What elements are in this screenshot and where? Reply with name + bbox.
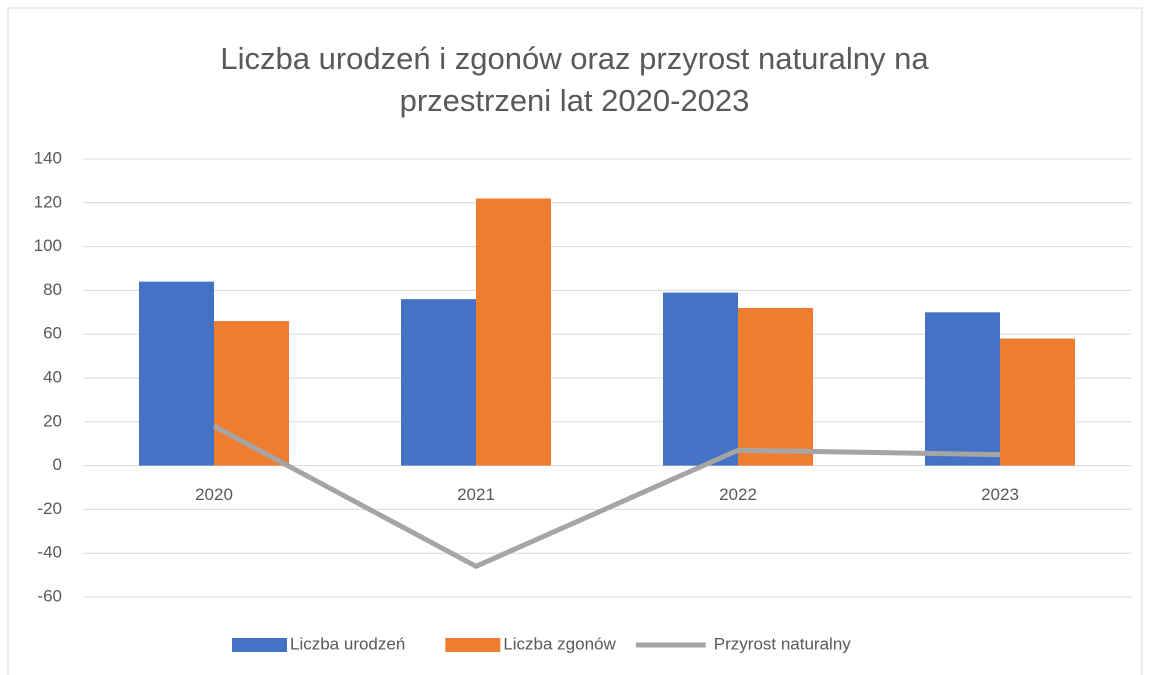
bar	[1000, 338, 1075, 466]
x-tick-label: 2020	[195, 485, 233, 504]
y-tick-label: 40	[43, 367, 62, 386]
legend-swatch	[232, 638, 287, 652]
x-tick-label: 2021	[457, 485, 495, 504]
bar	[401, 299, 476, 466]
legend-label: Przyrost naturalny	[714, 634, 851, 653]
y-tick-label: 120	[34, 192, 62, 211]
bar	[738, 307, 813, 466]
legend-swatch	[445, 638, 501, 652]
y-tick-label: 60	[43, 324, 62, 343]
y-tick-label: -60	[37, 586, 62, 605]
bar	[139, 281, 214, 466]
y-tick-label: 0	[53, 455, 62, 474]
x-tick-label: 2022	[719, 485, 757, 504]
legend-label: Liczba zgonów	[503, 634, 616, 653]
bar	[925, 312, 1000, 466]
bar	[214, 321, 289, 466]
y-tick-label: 140	[34, 148, 62, 167]
y-tick-label: 80	[43, 280, 62, 299]
x-tick-label: 2023	[981, 485, 1019, 504]
legend-label: Liczba urodzeń	[290, 634, 405, 653]
chart-title: Liczba urodzeń i zgonów oraz przyrost na…	[220, 41, 929, 118]
line-series	[212, 423, 1001, 569]
y-tick-label: -40	[37, 543, 62, 562]
y-tick-label: 20	[43, 411, 62, 430]
bar	[663, 292, 738, 466]
bar	[476, 198, 551, 466]
y-tick-label: -20	[37, 499, 62, 518]
y-tick-label: 100	[34, 236, 62, 255]
chart-border	[7, 7, 1143, 675]
